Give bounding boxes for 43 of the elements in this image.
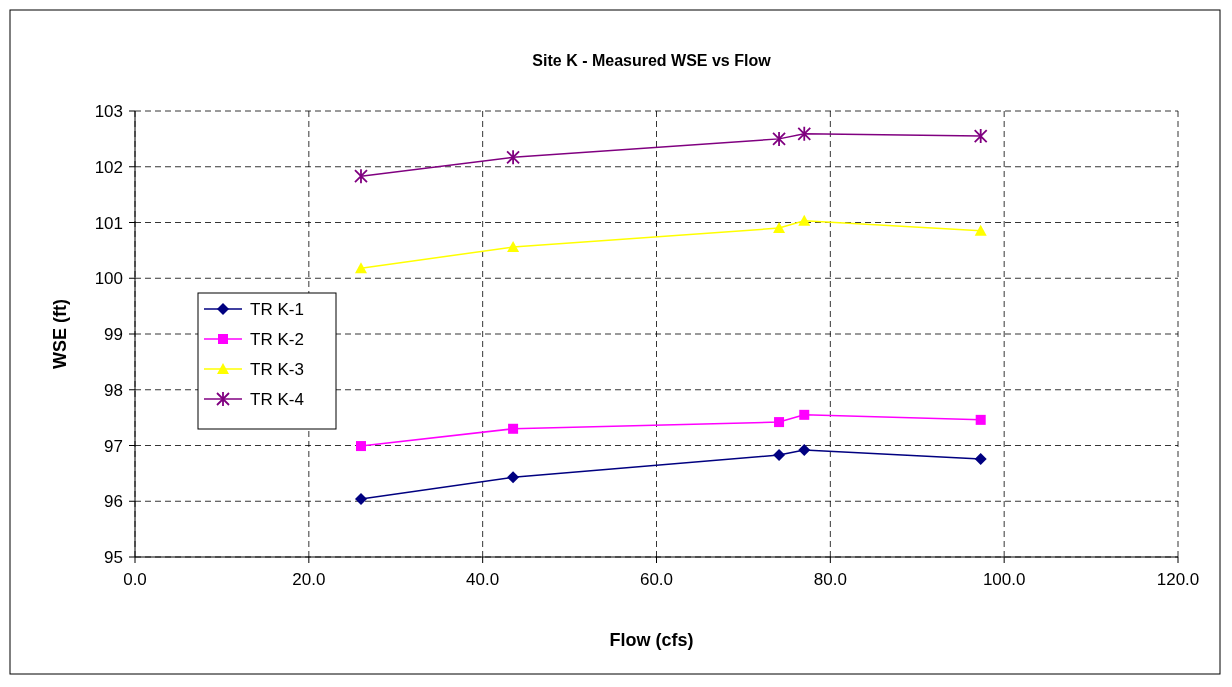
point	[354, 168, 368, 185]
y-tick-label: 97	[104, 436, 123, 456]
legend-label: TR K-4	[250, 390, 304, 409]
x-tick-label: 80.0	[813, 570, 847, 589]
y-axis-title: WSE (ft)	[50, 299, 70, 369]
point	[507, 471, 520, 484]
y-tick-label: 95	[104, 548, 123, 567]
point	[975, 414, 986, 425]
x-tick-label: 100.0	[982, 570, 1026, 589]
x-tick-label: 0.0	[123, 570, 147, 589]
x-tick-label: 120.0	[1156, 570, 1200, 589]
point	[974, 452, 987, 465]
point	[797, 125, 812, 142]
y-tick-label: 98	[104, 380, 123, 400]
x-tick-label: 20.0	[292, 570, 326, 589]
point	[506, 149, 520, 166]
point	[799, 409, 810, 420]
x-axis-title: Flow (cfs)	[609, 630, 694, 650]
x-tick-label: 40.0	[466, 570, 500, 589]
point	[355, 441, 366, 452]
point	[798, 214, 811, 226]
point	[772, 130, 786, 147]
x-tick-label: 60.0	[639, 570, 674, 589]
point	[774, 417, 785, 428]
point	[507, 241, 520, 253]
point	[973, 128, 988, 144]
y-tick-label: 99	[104, 325, 123, 344]
point	[773, 448, 786, 461]
point	[974, 224, 987, 236]
point	[798, 443, 811, 456]
legend-label: TR K-1	[250, 300, 304, 319]
point	[354, 493, 367, 506]
legend-label: TR K-2	[250, 330, 304, 349]
point	[773, 222, 786, 234]
y-tick-label: 100	[94, 269, 123, 289]
point	[354, 262, 367, 274]
y-tick-label: 102	[94, 157, 123, 177]
y-tick-label: 101	[94, 213, 123, 233]
point	[508, 423, 519, 434]
y-tick-label: 103	[94, 102, 123, 121]
legend-label: TR K-3	[250, 360, 304, 379]
chart-title: Site K - Measured WSE vs Flow	[532, 52, 772, 69]
y-tick-label: 96	[104, 492, 123, 512]
